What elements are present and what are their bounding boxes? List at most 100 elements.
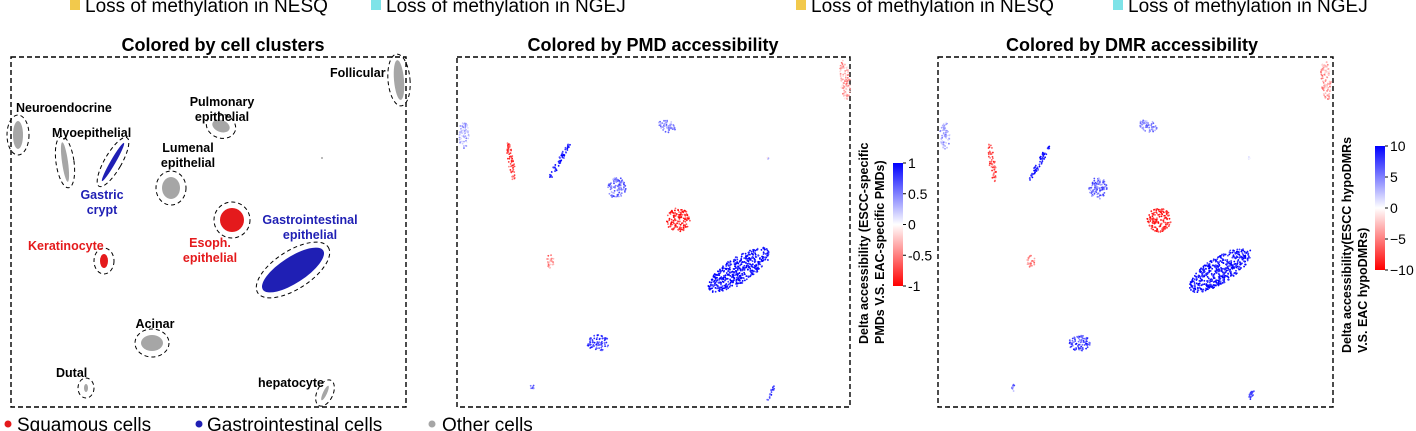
colorbar-pmd: 1 0.5 0 -0.5 -1 Delta accessibility (ESCC-sp… bbox=[857, 139, 932, 344]
accessibility-cluster-follicular bbox=[1320, 61, 1332, 101]
cluster-outline bbox=[387, 53, 411, 107]
cluster-outline bbox=[134, 328, 170, 358]
cluster-label: hepatocyte bbox=[258, 376, 324, 390]
colorbar-tick-label: −5 bbox=[1390, 231, 1406, 247]
top-legend-right: Loss of methylation in NESQ Loss of meth… bbox=[796, 0, 1368, 17]
panel-title-clusters: Colored by cell clusters bbox=[121, 35, 324, 55]
accessibility-cluster-gastric bbox=[1028, 145, 1051, 181]
panel-frame-clusters bbox=[10, 56, 407, 408]
colorbar-gradient bbox=[1375, 146, 1385, 270]
accessibility-cluster-acinar bbox=[1068, 334, 1091, 352]
top-legend-left: Loss of methylation in NESQ Loss of meth… bbox=[70, 0, 626, 17]
panel-title-pmd: Colored by PMD accessibility bbox=[527, 35, 778, 55]
colorbar-tick-label: 0 bbox=[1390, 200, 1398, 216]
legend-swatch-nesq bbox=[796, 0, 806, 10]
colorbar-gradient bbox=[893, 163, 903, 286]
accessibility-cluster-keratinocyte bbox=[1026, 254, 1036, 268]
cluster-label: Myoepithelial bbox=[52, 126, 131, 140]
legend-label-gastrointestinal: Gastrointestinal cells bbox=[207, 415, 382, 431]
accessibility-cluster-lumenal bbox=[1088, 177, 1108, 200]
legend-label-nesq: Loss of methylation in NESQ bbox=[85, 0, 328, 17]
accessibility-cluster-gi bbox=[1188, 248, 1252, 294]
cluster-outline bbox=[213, 201, 251, 239]
cluster-blob-dutal bbox=[77, 377, 95, 399]
cluster-outline bbox=[255, 241, 331, 299]
colorbar-tick-label: 10 bbox=[1390, 138, 1406, 154]
legend-swatch-ngej bbox=[1113, 0, 1123, 10]
cluster-blob-myoepithelial bbox=[54, 135, 76, 189]
cluster-label: Pulmonary epithelial bbox=[190, 95, 255, 124]
cluster-label: Gastrointestinal epithelial bbox=[262, 213, 357, 242]
bottom-legend: Squamous cells Gastrointestinal cells Ot… bbox=[4, 415, 533, 431]
colorbar-tick-label: -0.5 bbox=[908, 247, 932, 263]
accessibility-cluster-dutal bbox=[1011, 383, 1016, 392]
panel-title-dmr: Colored by DMR accessibility bbox=[1006, 35, 1258, 55]
cluster-label: Lumenal epithelial bbox=[161, 141, 215, 170]
legend-label-ngej: Loss of methylation in NGEJ bbox=[1128, 0, 1368, 17]
legend-dot-other bbox=[428, 420, 436, 428]
cluster-blob-keratinocyte bbox=[93, 247, 115, 275]
accessibility-cluster-pulmonary bbox=[1139, 119, 1158, 133]
cluster-blob-hepatocyte bbox=[315, 379, 335, 407]
legend-label-other: Other cells bbox=[442, 415, 533, 431]
colorbar-dmr: 10 5 0 −5 −10 Delta accessibility(ESCC hypoD… bbox=[1340, 133, 1414, 353]
accessibility-cluster-dutal bbox=[529, 384, 535, 390]
accessibility-cluster-gastric bbox=[549, 143, 571, 178]
cluster-label: Keratinocyte bbox=[28, 239, 104, 253]
cluster-outline bbox=[205, 113, 237, 139]
cluster-blob-tiny bbox=[321, 157, 323, 159]
pmd-panel bbox=[458, 59, 852, 401]
cluster-label: Neuroendocrine bbox=[16, 101, 112, 115]
colorbar-title: Delta accessibility(ESCC hypoDMRs V.S. E… bbox=[1340, 133, 1370, 353]
accessibility-cluster-acinar bbox=[586, 334, 609, 352]
cluster-blob-pulmonary bbox=[205, 113, 237, 139]
colorbar-tick-label: -1 bbox=[908, 278, 921, 294]
accessibility-cluster-myoepithelial bbox=[506, 142, 516, 181]
cluster-outline bbox=[93, 247, 115, 275]
legend-dot-squamous bbox=[4, 420, 12, 428]
legend-label-ngej: Loss of methylation in NGEJ bbox=[386, 0, 626, 17]
legend-dot-gastrointestinal bbox=[195, 420, 203, 428]
accessibility-cluster-neuroendocrine bbox=[939, 121, 951, 150]
panel-frame-dmr bbox=[937, 56, 1334, 408]
accessibility-cluster-pulmonary bbox=[657, 119, 677, 134]
colorbar-title: Delta accessibility (ESCC-specific PMDs … bbox=[857, 139, 887, 344]
accessibility-cluster-keratinocyte bbox=[546, 254, 555, 269]
cluster-blob-lumenal bbox=[155, 170, 187, 206]
legend-label-squamous: Squamous cells bbox=[17, 415, 151, 431]
colorbar-tick-label: −10 bbox=[1390, 262, 1414, 278]
colorbar-tick-label: 5 bbox=[1390, 169, 1398, 185]
cluster-label: Acinar bbox=[136, 317, 175, 331]
cluster-label: Follicular bbox=[330, 66, 386, 80]
accessibility-cluster-hepatocyte bbox=[1248, 390, 1255, 400]
colorbar-tick-label: 0.5 bbox=[908, 186, 928, 202]
panel-frame-pmd bbox=[456, 56, 851, 408]
cluster-blob-gi bbox=[255, 241, 331, 299]
accessibility-cluster-tiny bbox=[766, 156, 770, 160]
accessibility-cluster-gi bbox=[707, 246, 770, 293]
cluster-outline bbox=[54, 135, 76, 189]
cluster-blob-follicular bbox=[387, 53, 411, 107]
cluster-outline bbox=[77, 377, 95, 399]
accessibility-cluster-neuroendocrine bbox=[458, 122, 470, 150]
cluster-label: Dutal bbox=[56, 366, 87, 380]
cluster-blob-esoph bbox=[213, 201, 251, 239]
dmr-panel bbox=[939, 61, 1332, 400]
legend-swatch-nesq bbox=[70, 0, 80, 10]
legend-label-nesq: Loss of methylation in NESQ bbox=[811, 0, 1054, 17]
accessibility-cluster-hepatocyte bbox=[766, 385, 776, 401]
accessibility-cluster-esoph bbox=[666, 207, 691, 233]
cluster-outline bbox=[6, 114, 30, 156]
cluster-label: Gastric crypt bbox=[80, 188, 123, 217]
colorbar-tick-label: 0 bbox=[908, 217, 916, 233]
accessibility-cluster-myoepithelial bbox=[987, 143, 997, 183]
accessibility-cluster-follicular bbox=[839, 59, 852, 100]
accessibility-cluster-esoph bbox=[1146, 208, 1172, 233]
cluster-outline bbox=[96, 136, 130, 188]
accessibility-cluster-lumenal bbox=[607, 177, 627, 198]
cluster-label: Esoph. epithelial bbox=[183, 236, 237, 265]
colorbar-tick-label: 1 bbox=[908, 155, 916, 171]
cluster-panel: Follicular Neuroendocrine Myoepithelial Pul… bbox=[6, 53, 411, 407]
cluster-blob-neuroendocrine bbox=[6, 114, 30, 156]
